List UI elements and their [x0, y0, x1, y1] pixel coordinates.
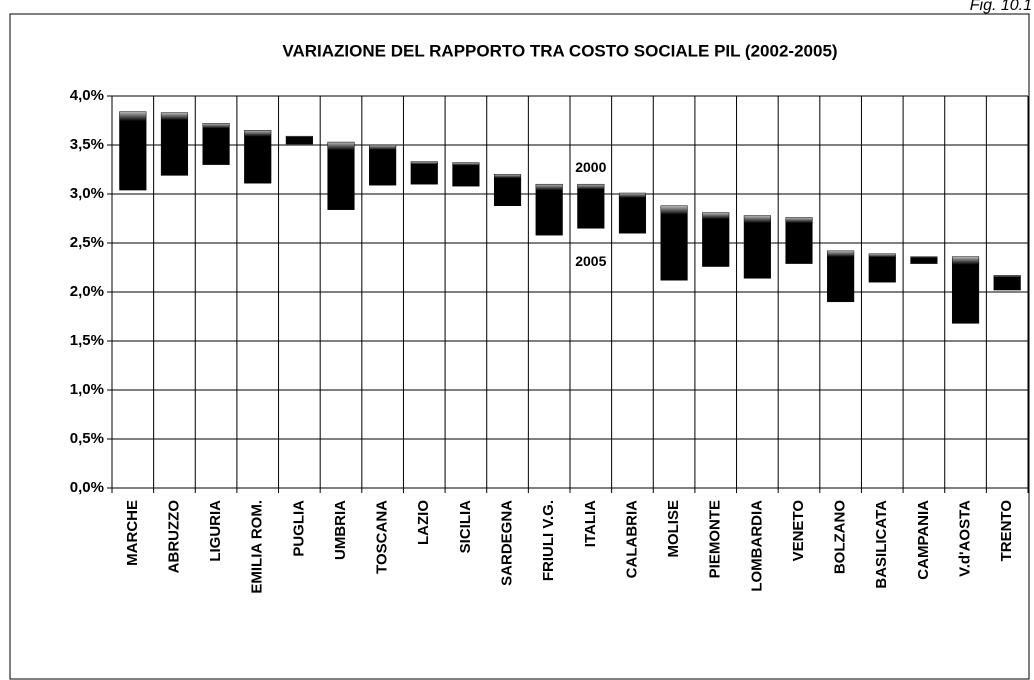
x-tick-label: LAZIO [415, 500, 432, 545]
x-tick-label: ITALIA [582, 500, 599, 547]
x-tick-label: CALABRIA [623, 500, 640, 578]
x-tick-label: V.d'AOSTA [957, 500, 974, 577]
range-bar [410, 161, 438, 185]
y-tick-label: 0,0% [70, 479, 104, 496]
range-bar [160, 112, 189, 176]
x-tick-label: SICILIA [457, 500, 474, 554]
range-bar [535, 183, 563, 236]
x-tick-label: LIGURIA [207, 500, 224, 562]
x-tick-label: MARCHE [124, 500, 141, 566]
x-tick-label: EMILIA ROM. [249, 500, 266, 594]
range-bar [951, 256, 980, 324]
y-tick-label: 4,0% [70, 87, 104, 104]
range-bar [369, 144, 397, 186]
range-bar [244, 130, 272, 184]
x-tick-label: PUGLIA [290, 500, 307, 557]
x-tick-label: PIEMONTE [707, 500, 724, 578]
range-bar [660, 205, 688, 281]
range-bar [202, 123, 230, 165]
range-bar [119, 111, 147, 191]
range-bar [827, 250, 855, 303]
x-tick-label: BASILICATA [873, 500, 890, 589]
range-bar [577, 183, 605, 229]
figure-label: Fig. 10.1 [970, 0, 1032, 14]
x-tick-label: VENETO [790, 500, 807, 562]
x-tick-label: UMBRIA [332, 500, 349, 560]
range-bar [285, 135, 313, 145]
range-bar [785, 217, 813, 264]
range-bar [993, 275, 1021, 291]
x-tick-label: TOSCANA [374, 500, 391, 574]
annotation: 2005 [575, 253, 606, 269]
y-tick-label: 0,5% [70, 430, 104, 447]
x-tick-label: FRIULI V.G. [540, 500, 557, 581]
chart-title: VARIAZIONE DEL RAPPORTO TRA COSTO SOCIAL… [282, 41, 837, 60]
range-bar [618, 192, 647, 234]
y-tick-label: 2,5% [70, 234, 104, 251]
range-bar [910, 256, 938, 264]
x-tick-label: TRENTO [998, 500, 1015, 562]
y-tick-label: 3,5% [70, 136, 104, 153]
y-tick-label: 1,5% [70, 332, 104, 349]
range-bar [327, 141, 355, 210]
frame [9, 13, 1030, 680]
x-tick-label: CAMPANIA [915, 500, 932, 580]
x-tick-label: ABRUZZO [165, 500, 182, 574]
range-bar [868, 253, 896, 283]
x-tick-label: LOMBARDIA [748, 500, 765, 592]
y-tick-label: 3,0% [70, 185, 104, 202]
range-bar [743, 215, 771, 279]
x-tick-label: SARDEGNA [499, 500, 516, 586]
y-tick-label: 1,0% [70, 381, 104, 398]
range-bar [702, 212, 730, 267]
range-bar [493, 174, 522, 207]
x-tick-label: MOLISE [665, 500, 682, 558]
x-tick-label: BOLZANO [832, 500, 849, 574]
y-tick-label: 2,0% [70, 283, 104, 300]
annotation: 2000 [575, 159, 606, 175]
range-bar [452, 162, 480, 187]
